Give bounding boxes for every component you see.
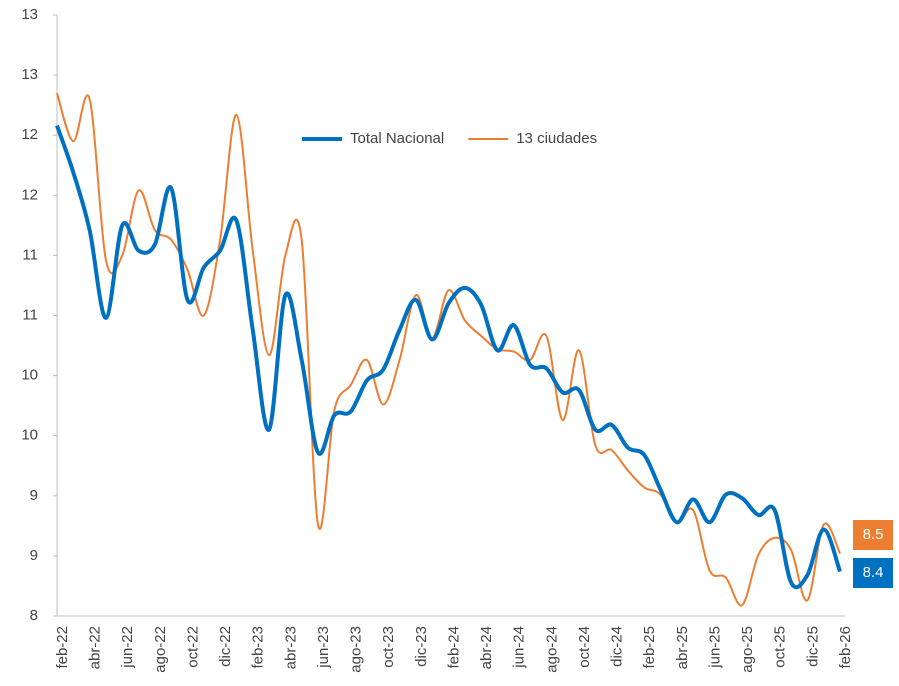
y-tick-label: 9 (30, 487, 38, 504)
x-tick-label: feb-22 (54, 626, 71, 669)
y-tick-label: 9 (30, 547, 38, 564)
x-tick-label: dic-24 (609, 626, 626, 667)
x-tick-label: ago-23 (348, 626, 365, 673)
legend-label: Total Nacional (350, 130, 444, 147)
y-tick-label: 8 (30, 607, 38, 624)
series-line (56, 92, 841, 607)
x-tick-label: dic-23 (413, 626, 430, 667)
x-tick-label: oct-22 (184, 626, 201, 668)
end-label: 8.4 (863, 564, 884, 581)
end-label: 8.5 (863, 526, 884, 543)
x-tick-label: abr-24 (478, 626, 495, 669)
x-tick-label: jun-22 (119, 626, 136, 669)
end-label-box (853, 520, 893, 550)
x-tick-label: oct-25 (772, 626, 789, 668)
x-tick-label: ago-24 (543, 626, 560, 673)
y-tick-label: 10 (21, 367, 38, 384)
x-tick-label: abr-22 (87, 626, 104, 669)
x-tick-label: feb-23 (250, 626, 267, 669)
x-tick-label: abr-25 (674, 626, 691, 669)
y-tick-label: 12 (21, 126, 38, 143)
end-label-box (853, 558, 893, 588)
y-tick-label: 11 (22, 246, 38, 263)
x-tick-label: jun-25 (706, 626, 723, 669)
x-tick-label: dic-25 (804, 626, 821, 667)
x-tick-label: feb-24 (445, 626, 462, 669)
x-tick-label: oct-24 (576, 626, 593, 668)
x-tick-label: feb-25 (641, 626, 658, 669)
y-tick-label: 13 (21, 6, 38, 23)
x-tick-label: dic-22 (217, 626, 234, 667)
series-line (55, 124, 842, 590)
x-tick-label: abr-23 (282, 626, 299, 669)
x-tick-label: oct-23 (380, 626, 397, 668)
y-tick-label: 12 (21, 186, 38, 203)
x-tick-label: ago-25 (739, 626, 756, 673)
legend-label: 13 ciudades (516, 130, 597, 147)
x-tick-label: jun-24 (511, 626, 528, 669)
x-tick-label: feb-26 (837, 626, 854, 669)
x-tick-label: ago-22 (152, 626, 169, 673)
y-tick-label: 11 (22, 306, 38, 323)
y-tick-label: 13 (21, 66, 38, 83)
y-tick-label: 10 (21, 427, 38, 444)
x-tick-label: jun-23 (315, 626, 332, 669)
